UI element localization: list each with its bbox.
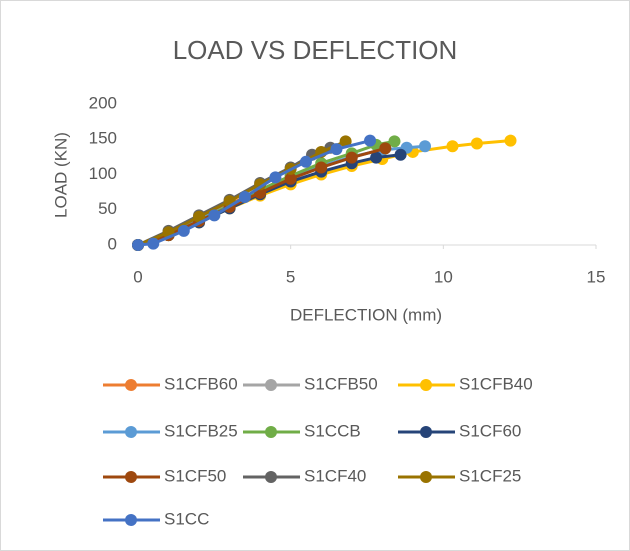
data-point (330, 143, 343, 156)
data-point (345, 151, 358, 164)
legend-marker (265, 379, 277, 391)
y-tick-label: 0 (108, 234, 117, 253)
x-axis-label: DEFLECTION (mm) (290, 305, 442, 324)
data-point (193, 210, 206, 223)
y-tick-label: 150 (89, 129, 117, 148)
x-tick-label: 0 (133, 267, 142, 286)
legend-label: S1CF60 (459, 421, 521, 440)
data-point (364, 134, 377, 147)
legend-marker (125, 471, 137, 483)
data-point (394, 148, 407, 161)
legend-marker (125, 379, 137, 391)
legend-marker (125, 514, 137, 526)
data-point (208, 209, 221, 222)
data-point (147, 237, 160, 250)
data-point (284, 172, 297, 185)
legend-label: S1CFB60 (164, 374, 238, 393)
data-point (269, 171, 282, 184)
data-point (238, 191, 251, 204)
legend-marker (265, 426, 277, 438)
legend-label: S1CCB (304, 421, 361, 440)
x-tick-label: 5 (286, 267, 295, 286)
y-tick-label: 200 (89, 93, 117, 112)
y-axis-label: LOAD (KN) (51, 132, 70, 218)
chart-title: LOAD VS DEFLECTION (173, 35, 458, 65)
legend-label: S1CFB25 (164, 421, 238, 440)
x-tick-label: 15 (587, 267, 606, 286)
data-point (132, 239, 144, 251)
data-point (446, 140, 459, 153)
data-point (370, 151, 383, 164)
legend-label: S1CC (164, 509, 209, 528)
y-tick-label: 100 (89, 164, 117, 183)
data-point (299, 155, 312, 168)
data-point (419, 140, 432, 153)
legend-label: S1CFB50 (304, 374, 378, 393)
legend-marker (420, 426, 432, 438)
data-point (470, 137, 483, 150)
legend-marker (420, 379, 432, 391)
legend-marker (265, 471, 277, 483)
y-tick-label: 50 (98, 199, 117, 218)
data-point (315, 161, 328, 174)
legend-label: S1CF50 (164, 466, 226, 485)
data-point (504, 134, 517, 147)
data-point (339, 135, 352, 148)
legend-label: S1CF40 (304, 466, 366, 485)
data-point (177, 224, 190, 237)
x-tick-label: 10 (434, 267, 453, 286)
data-point (379, 142, 392, 155)
legend-label: S1CF25 (459, 466, 521, 485)
legend-label: S1CFB40 (459, 374, 533, 393)
legend-marker (420, 471, 432, 483)
legend-marker (125, 426, 137, 438)
data-point (388, 135, 401, 148)
